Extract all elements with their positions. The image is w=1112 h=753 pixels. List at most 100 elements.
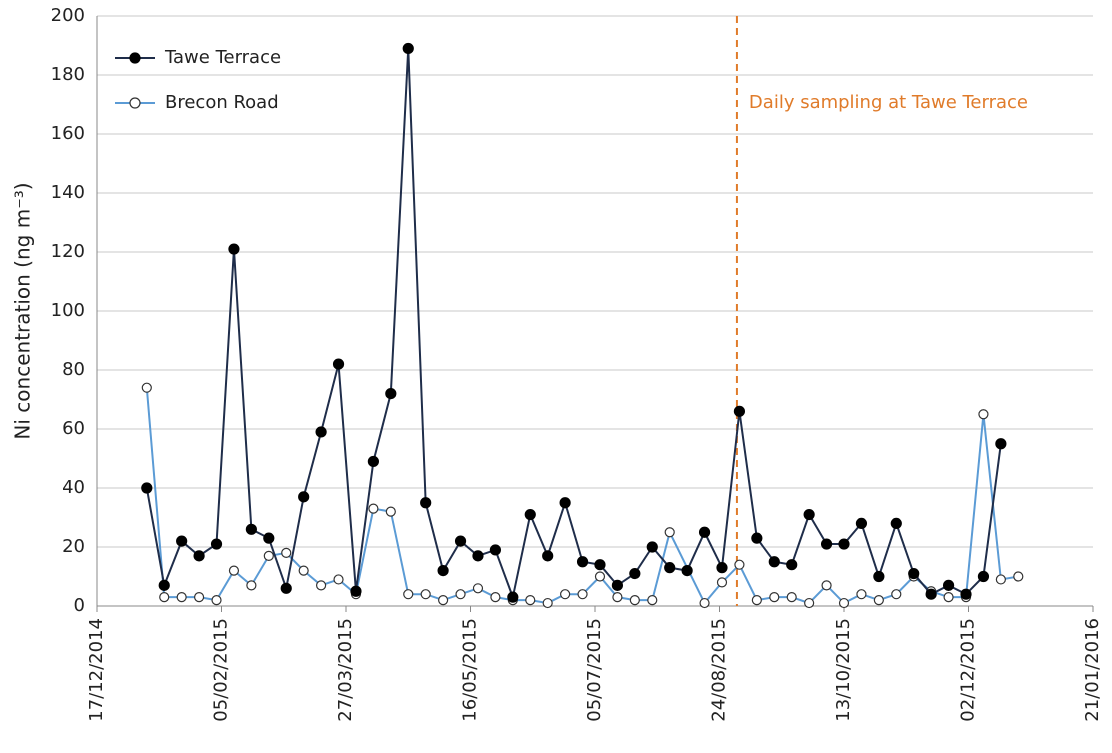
y-tick-label: 200 (51, 5, 85, 26)
y-tick-label: 180 (51, 64, 85, 85)
data-point (664, 527, 675, 538)
data-point (891, 589, 902, 600)
data-point (977, 570, 990, 583)
data-point (525, 594, 536, 606)
data-point (455, 589, 466, 600)
data-point (768, 556, 780, 568)
data-point (193, 550, 205, 562)
data-point (332, 358, 345, 370)
x-tick-label: 17/12/2014 (86, 618, 107, 722)
x-tick-label: 27/03/2015 (335, 618, 356, 722)
x-tick-label: 24/08/2015 (709, 618, 730, 722)
data-point (855, 517, 868, 530)
data-point (942, 579, 955, 591)
y-tick-label: 140 (51, 182, 85, 203)
data-point (960, 588, 972, 600)
data-point (629, 594, 640, 606)
data-point (681, 564, 693, 577)
data-point (454, 535, 467, 547)
x-tick-label: 05/07/2015 (584, 618, 605, 722)
data-point (315, 426, 327, 438)
data-point (751, 532, 763, 544)
data-point (733, 405, 746, 417)
data-point (211, 594, 222, 606)
data-point (141, 382, 152, 393)
x-tick-label: 16/05/2015 (460, 618, 481, 722)
data-point (472, 583, 484, 594)
legend-marker (129, 97, 141, 109)
data-point (368, 503, 379, 514)
y-tick-label: 40 (62, 477, 85, 498)
data-point (402, 42, 414, 55)
data-point (403, 589, 414, 600)
data-point (769, 592, 780, 603)
data-point (995, 438, 1007, 450)
data-point (141, 482, 153, 494)
x-tick-label: 13/10/2015 (833, 618, 854, 722)
data-point (873, 570, 885, 583)
data-point (246, 580, 257, 591)
data-point (158, 579, 170, 591)
data-point (594, 571, 606, 582)
data-point (316, 580, 327, 591)
data-point (298, 491, 310, 503)
data-point (838, 597, 850, 609)
legend-label: Tawe Terrace (164, 47, 281, 68)
data-point (856, 589, 867, 600)
y-tick-label: 100 (51, 300, 85, 321)
data-point (995, 574, 1006, 585)
y-tick-label: 160 (51, 123, 85, 144)
y-tick-label: 120 (51, 241, 85, 262)
data-point (611, 579, 624, 591)
data-point (647, 594, 658, 606)
y-tick-label: 60 (62, 418, 85, 439)
data-point (873, 594, 884, 606)
data-point (577, 589, 588, 600)
x-tick-label: 05/02/2015 (211, 618, 232, 722)
x-tick-label: 02/12/2015 (958, 618, 979, 722)
data-point (245, 523, 257, 535)
annotation-text: Daily sampling at Tawe Terrace (749, 92, 1028, 113)
data-point (699, 597, 710, 609)
data-point (786, 559, 798, 571)
data-point (751, 594, 762, 606)
data-point (193, 592, 205, 603)
data-point (385, 388, 397, 400)
data-point (716, 562, 728, 574)
data-point (333, 574, 344, 585)
data-point (629, 567, 641, 580)
data-point (1013, 571, 1024, 582)
data-point (908, 567, 920, 580)
data-point (612, 592, 623, 603)
data-point (385, 506, 396, 517)
data-point (228, 243, 240, 255)
data-point (437, 564, 449, 577)
series-line (145, 387, 1019, 605)
data-point (507, 591, 519, 603)
legend-marker (129, 52, 141, 64)
data-point (978, 409, 989, 420)
data-point (298, 565, 309, 576)
data-point (804, 597, 815, 609)
data-point (210, 538, 223, 550)
data-point (576, 556, 589, 568)
data-point (664, 562, 676, 574)
series-line (145, 48, 1002, 601)
x-tick-label: 21/01/2016 (1082, 618, 1103, 722)
data-point (176, 592, 187, 603)
data-point (263, 532, 275, 544)
y-tick-label: 0 (74, 595, 85, 616)
data-point (228, 565, 240, 576)
data-point (890, 517, 902, 530)
data-point (821, 580, 832, 591)
data-point (559, 497, 571, 509)
data-point (542, 597, 553, 609)
data-point (786, 592, 797, 603)
data-point (263, 550, 274, 561)
data-point (367, 455, 379, 468)
data-point (420, 589, 431, 600)
data-point (524, 508, 536, 521)
legend-label: Brecon Road (165, 92, 279, 113)
data-point (803, 508, 815, 521)
